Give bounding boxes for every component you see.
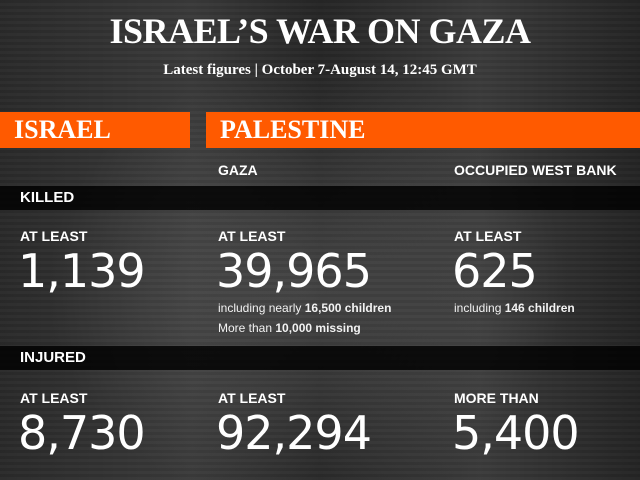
west-bank-killed-qualifier: AT LEAST [454,228,522,244]
israel-header-bar: ISRAEL [0,112,190,148]
page-subtitle: Latest figures | October 7-August 14, 12… [163,62,477,78]
west-bank-children-note: including 146 children [454,301,575,315]
west-bank-injured-value: 5,400 [452,406,580,460]
gaza-injured-qualifier: AT LEAST [218,390,286,406]
west-bank-injured-qualifier: MORE THAN [454,390,539,406]
injured-section-band: INJURED [0,346,640,370]
israel-injured-qualifier: AT LEAST [20,390,88,406]
page-title: ISRAEL’S WAR ON GAZA [109,11,531,51]
gaza-missing-note: More than 10,000 missing [218,321,361,335]
gaza-killed-qualifier: AT LEAST [218,228,286,244]
gaza-killed-value: 39,965 [216,244,372,298]
palestine-header-bar: PALESTINE [206,112,640,148]
gaza-injured-value: 92,294 [216,406,372,460]
gaza-region-label: GAZA [218,162,258,178]
israel-killed-qualifier: AT LEAST [20,228,88,244]
west-bank-region-label: OCCUPIED WEST BANK [454,162,617,178]
israel-killed-value: 1,139 [18,244,146,298]
gaza-children-note: including nearly 16,500 children [218,301,392,315]
israel-injured-value: 8,730 [18,406,146,460]
west-bank-killed-value: 625 [452,244,538,298]
killed-section-band: KILLED [0,186,640,210]
